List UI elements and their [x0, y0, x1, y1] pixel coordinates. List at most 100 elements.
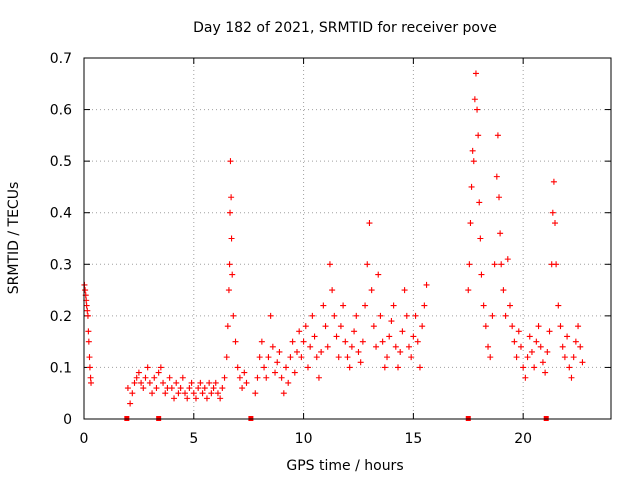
data-point: [135, 369, 142, 376]
data-point: [515, 328, 522, 335]
data-point: [552, 220, 559, 227]
data-point: [293, 348, 300, 355]
data-point: [498, 261, 505, 268]
data-point: [392, 343, 399, 350]
data-point: [239, 385, 246, 392]
data-point: [419, 323, 426, 330]
data-point: [311, 333, 318, 340]
data-point: [410, 333, 417, 340]
data-point: [225, 287, 232, 294]
data-point: [223, 354, 230, 361]
data-point: [313, 354, 320, 361]
data-point: [405, 343, 412, 350]
data-point: [320, 302, 327, 309]
data-point: [142, 374, 149, 381]
data-point: [351, 328, 358, 335]
data-point: [228, 235, 235, 242]
y-tick-label: 0.5: [50, 154, 72, 170]
data-point: [258, 338, 265, 345]
chart-title: Day 182 of 2021, SRMTID for receiver pov…: [193, 20, 497, 36]
data-point: [179, 374, 186, 381]
data-point: [423, 281, 430, 288]
data-point: [466, 261, 473, 268]
data-point: [474, 106, 481, 113]
data-point: [559, 343, 566, 350]
data-point: [375, 271, 382, 278]
data-point: [333, 333, 340, 340]
data-point: [377, 312, 384, 319]
data-point: [212, 379, 219, 386]
data-point: [568, 374, 575, 381]
data-point: [566, 364, 573, 371]
data-point: [412, 312, 419, 319]
data-point: [146, 379, 153, 386]
data-point: [524, 354, 531, 361]
data-point: [526, 333, 533, 340]
data-point: [497, 230, 504, 237]
data-point: [342, 338, 349, 345]
x-tick-label: 5: [189, 431, 198, 447]
data-point: [298, 354, 305, 361]
data-point: [386, 333, 393, 340]
data-point: [83, 302, 90, 309]
data-point: [482, 323, 489, 330]
data-point: [217, 395, 224, 402]
y-tick-label: 0.1: [50, 360, 72, 376]
y-tick-label: 0.7: [50, 51, 72, 67]
data-point: [557, 323, 564, 330]
data-point: [171, 395, 178, 402]
data-point: [138, 379, 145, 386]
data-point: [390, 302, 397, 309]
data-point: [232, 338, 239, 345]
data-point: [388, 318, 395, 325]
data-point: [478, 271, 485, 278]
y-axis-label: SRMTID / TECUs: [6, 182, 22, 295]
data-point: [234, 364, 241, 371]
data-point: [203, 395, 210, 402]
data-point: [471, 96, 478, 103]
data-point: [309, 312, 316, 319]
data-point: [368, 287, 375, 294]
data-point: [252, 390, 259, 397]
data-point: [127, 400, 134, 407]
data-point: [335, 354, 342, 361]
data-point: [162, 390, 169, 397]
y-tick-label: 0.6: [50, 103, 72, 119]
data-point: [475, 132, 482, 139]
data-point: [500, 287, 507, 294]
data-point: [267, 312, 274, 319]
data-point: [379, 338, 386, 345]
data-point: [324, 343, 331, 350]
data-point: [224, 323, 231, 330]
data-point: [153, 385, 160, 392]
data-point: [326, 261, 333, 268]
data-point: [544, 348, 551, 355]
data-point: [480, 302, 487, 309]
data-point: [346, 364, 353, 371]
data-point: [353, 312, 360, 319]
data-point: [287, 354, 294, 361]
x-tick-labels: 0 5 10 15 20: [80, 431, 533, 447]
data-point: [201, 385, 208, 392]
data-point: [414, 338, 421, 345]
data-point: [493, 173, 500, 180]
data-point: [283, 364, 290, 371]
y-tick-label: 0.2: [50, 309, 72, 325]
data-point: [149, 390, 156, 397]
data-point: [489, 312, 496, 319]
data-point: [399, 328, 406, 335]
data-point: [322, 323, 329, 330]
data-point: [186, 385, 193, 392]
data-point: [254, 374, 261, 381]
data-point: [229, 271, 236, 278]
data-point: [86, 364, 93, 371]
data-point: [302, 323, 309, 330]
data-point: [561, 354, 568, 361]
data-point: [177, 385, 184, 392]
data-point: [416, 364, 423, 371]
data-point: [173, 379, 180, 386]
plot-frame: [83, 57, 612, 420]
data-point: [491, 261, 498, 268]
data-point: [274, 359, 281, 366]
data-point: [476, 199, 483, 206]
